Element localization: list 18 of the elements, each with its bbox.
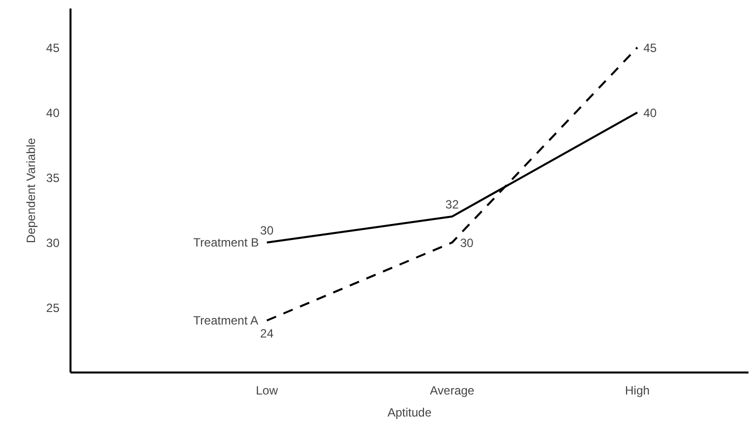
x-tick-label: Average — [430, 384, 475, 398]
y-tick-label: 40 — [46, 106, 60, 120]
data-label: 32 — [445, 198, 460, 212]
y-tick-label: 35 — [46, 171, 60, 185]
data-label: 30 — [260, 224, 274, 238]
y-tick-label: 45 — [46, 41, 60, 55]
y-tick-label: 30 — [46, 236, 60, 250]
data-label: 45 — [643, 41, 658, 55]
data-label: 30 — [460, 236, 474, 250]
series-label: Treatment B — [193, 236, 259, 250]
x-tick-label: High — [625, 384, 650, 398]
data-label: 24 — [260, 326, 274, 340]
y-tick-label: 25 — [46, 301, 60, 315]
x-tick-label: Low — [256, 384, 278, 398]
series-label: Treatment A — [193, 314, 258, 328]
data-label: 40 — [643, 106, 658, 120]
x-axis-title: Aptitude — [387, 406, 432, 420]
y-axis-title: Dependent Variable — [24, 138, 38, 244]
